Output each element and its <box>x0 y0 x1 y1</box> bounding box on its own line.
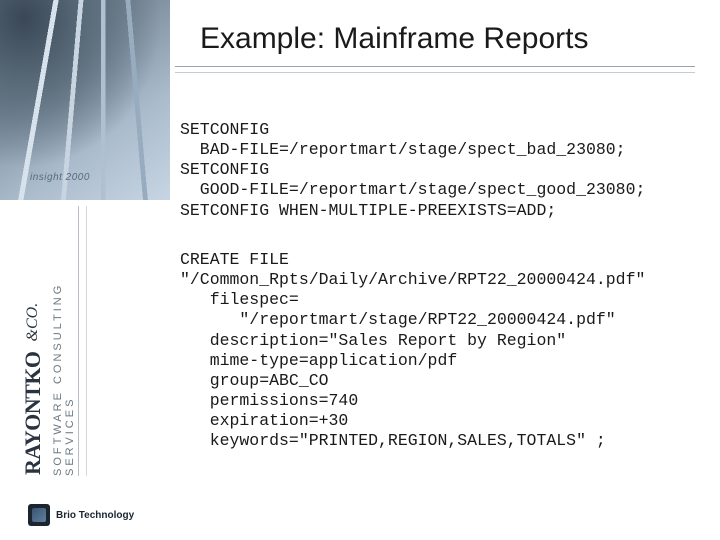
sail-image <box>0 0 170 200</box>
brand-tagline: SOFTWARE CONSULTING SERVICES <box>52 206 76 476</box>
title-rule <box>175 66 695 67</box>
code-block-createfile: CREATE FILE "/Common_Rpts/Daily/Archive/… <box>180 250 710 451</box>
code-block-setconfig: SETCONFIG BAD-FILE=/reportmart/stage/spe… <box>180 120 700 221</box>
brand-suffix: &CO. <box>24 303 42 342</box>
slide-title: Example: Mainframe Reports <box>200 22 588 56</box>
vertical-rule <box>86 206 87 476</box>
title-rule <box>175 72 695 73</box>
brand-name: RAYONTKO <box>20 351 46 475</box>
company-brand: RAYONTKO &CO. <box>20 205 46 475</box>
brio-logo: Brio Technology <box>28 504 134 526</box>
sidebar: insight 2000 RAYONTKO &CO. SOFTWARE CONS… <box>0 0 170 540</box>
brio-label: Brio Technology <box>56 510 134 521</box>
vertical-rule <box>78 206 79 476</box>
brio-mark-icon <box>28 504 50 526</box>
insight-label: insight 2000 <box>30 172 90 183</box>
